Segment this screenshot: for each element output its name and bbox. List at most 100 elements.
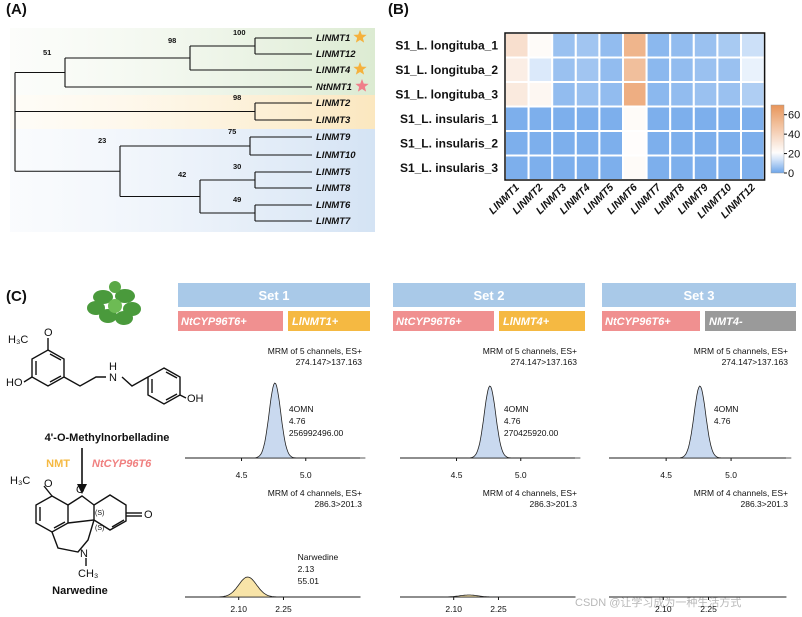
heatmap-cell [622,56,648,83]
product-structure [35,485,142,566]
heatmap-cell [527,130,554,157]
atom-label: (S) [95,510,104,517]
chromatogram-transition: 286.3>201.3 [740,499,788,509]
bootstrap-value: 30 [233,162,241,171]
highlight-star [353,30,367,43]
atom-label: OH [187,393,204,405]
bootstrap-value: 51 [43,48,51,57]
heatmap-cell [645,81,672,108]
row-label: S1_L. longituba_2 [395,63,498,77]
panel-label: (A) [6,1,27,18]
highlight-star [355,79,369,92]
enzyme-label: NtCYP96T6+ [396,316,462,328]
peak-name: 4OMN [289,404,314,414]
set-title: Set 2 [473,288,504,303]
bootstrap-value: 98 [168,36,176,45]
panel-label: (C) [6,288,27,305]
atom-label: H₃C [8,334,28,346]
heatmap-cell [645,105,672,132]
leaf-label: LlNMT12 [316,49,356,60]
leaf-label: LlNMT7 [316,216,351,227]
enzyme-label: LlNMT1+ [292,316,339,328]
heatmap-cell [740,154,766,181]
x-tick-label: 5.0 [300,470,312,480]
heatmap-cell [716,32,743,59]
leaf-label: LlNMT8 [316,183,351,194]
heatmap-cell [716,130,743,157]
heatmap-cell [740,32,766,59]
heatmap-cell [574,105,601,132]
leaf-label: LlNMT1 [316,33,350,44]
heatmap-cell [504,130,530,157]
set-title: Set 3 [683,288,714,303]
chromatogram-peak [185,576,361,598]
heatmap-cell [551,154,577,181]
heatmap-cell [622,32,648,59]
peak-rt: 4.76 [504,416,521,426]
heatmap-cell [574,56,601,83]
atom-label: H [109,361,117,373]
heatmap-cell [504,154,530,181]
peak-rt: 4.76 [289,416,306,426]
heatmap-cell [740,105,766,132]
atom-label: N [80,548,88,560]
heatmap-cell [598,154,625,181]
chromatogram-peak [400,594,576,598]
x-tick-label: 4.5 [660,470,672,480]
enzyme-label: NtCYP96T6+ [605,316,671,328]
enzyme-box [178,311,283,331]
heatmap-cell [692,130,719,157]
row-label: S1_L. insularis_2 [400,136,498,150]
x-tick-label: 2.25 [275,604,292,614]
atom-label: O [44,478,53,490]
heatmap-cell [669,105,695,132]
colorbar [770,104,785,174]
enzyme-label: NtCYP96T6+ [181,316,247,328]
heatmap-cell [645,32,672,59]
heatmap-cell [669,56,695,83]
leaf-label: NtNMT1 [316,82,352,93]
enzyme-box [288,311,370,331]
leaf-label: LlNMT9 [316,132,351,143]
atom-label: (S) [95,525,104,532]
heatmap-cell [740,81,766,108]
colorbar-label: 60 [788,110,800,122]
set-header [602,283,796,307]
leaf-label: LlNMT3 [316,115,351,126]
heatmap-cell [622,105,648,132]
heatmap-cell [740,130,766,157]
heatmap-cell [598,105,625,132]
row-label: S1_L. longituba_3 [395,87,498,101]
x-tick-label: 5.0 [725,470,737,480]
enzyme-box [705,311,796,331]
heatmap-cell [527,32,554,59]
highlight-star [353,62,367,75]
chromatogram-transition: 274.147>137.163 [296,357,363,367]
leaf-label: LlNMT10 [316,150,356,161]
peak-name: Narwedine [298,552,339,562]
heatmap-cell [551,105,577,132]
heatmap-cell [598,130,625,157]
set-header [178,283,370,307]
enzyme-box [393,311,494,331]
enzyme-label: LlNMT4+ [503,316,550,328]
heatmap-cell [551,81,577,108]
heatmap-cell [669,130,695,157]
heatmap-cell [669,81,695,108]
x-tick-label: 2.25 [700,604,717,614]
chromatogram-peak [609,385,792,459]
enzyme-box [602,311,700,331]
clade-band [10,28,375,95]
x-tick-label: 2.10 [655,604,672,614]
atom-label: H₃C [10,475,30,487]
leaf-label: LlNMT5 [316,167,351,178]
heatmap-cell [598,81,625,108]
heatmap-cell [716,56,743,83]
heatmap-cell [574,81,601,108]
heatmap-cell [551,130,577,157]
heatmap-cell [527,81,554,108]
peak-rt: 2.13 [298,564,315,574]
peak-area: 270425920.00 [504,428,559,438]
heatmap-cell [692,154,719,181]
heatmap-cell [574,130,601,157]
